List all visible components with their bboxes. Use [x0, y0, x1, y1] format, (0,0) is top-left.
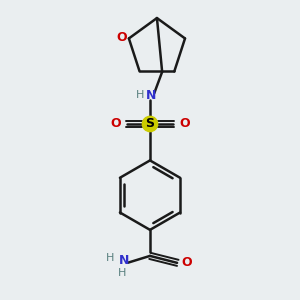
Text: H: H: [118, 268, 126, 278]
Text: H: H: [106, 253, 114, 263]
Text: N: N: [118, 254, 129, 267]
Text: O: O: [110, 118, 121, 130]
Text: S: S: [146, 118, 154, 130]
Text: H: H: [136, 90, 145, 100]
Text: O: O: [182, 256, 192, 269]
Text: O: O: [116, 31, 127, 44]
Circle shape: [142, 116, 158, 132]
Text: N: N: [146, 88, 157, 102]
Text: O: O: [179, 118, 190, 130]
